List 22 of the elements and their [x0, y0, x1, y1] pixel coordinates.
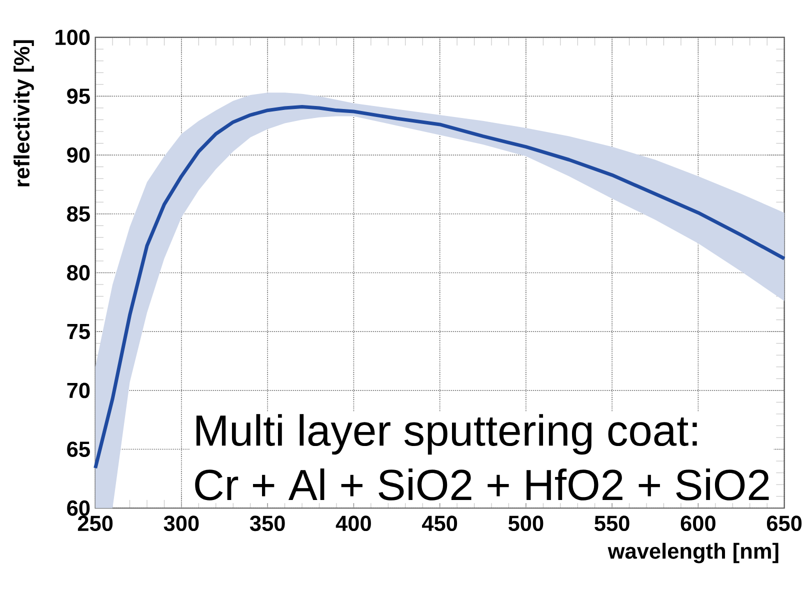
- y-tick-label: 80: [67, 265, 90, 281]
- x-tick-label: 600: [680, 516, 716, 532]
- x-tick-label: 650: [766, 516, 802, 532]
- x-tick-label: 400: [336, 516, 371, 532]
- y-tick-label: 100: [56, 30, 90, 46]
- y-axis-title: reflectivity [%]: [14, 40, 34, 186]
- y-tick-label: 70: [67, 382, 90, 398]
- x-tick-label: 350: [250, 516, 285, 532]
- y-tick-label: 60: [67, 500, 90, 516]
- y-tick-label: 95: [67, 88, 90, 104]
- y-tick-label: 65: [67, 442, 90, 458]
- x-axis-title: wavelength [nm]: [608, 543, 778, 564]
- annotation: Cr + Al + SiO2 + HfO2 + SiO2: [195, 468, 769, 501]
- y-tick-label: 75: [67, 324, 90, 340]
- y-tick-label: 85: [67, 206, 90, 222]
- x-tick-label: 300: [164, 516, 199, 532]
- x-tick-label: 550: [594, 516, 630, 532]
- y-tick-label: 90: [67, 147, 90, 163]
- x-tick-label: 450: [422, 516, 458, 532]
- x-tick-label: 500: [508, 516, 544, 532]
- x-tick-label: 250: [78, 516, 113, 532]
- annotation: Multi layer sputtering coat:: [196, 414, 697, 455]
